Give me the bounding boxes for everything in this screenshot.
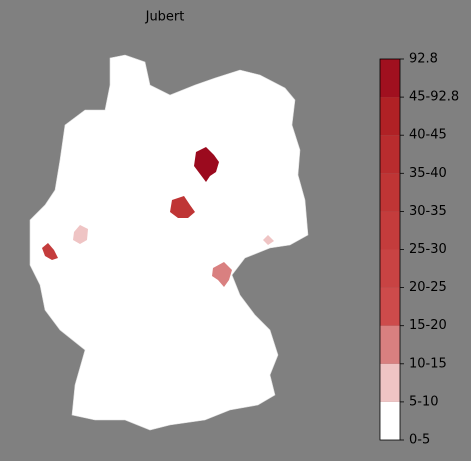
colorbar-label: 20-25 <box>409 280 447 295</box>
map-title: Jubert <box>145 10 185 25</box>
colorbar-segment <box>380 173 400 212</box>
region <box>73 225 88 244</box>
colorbar-label: 10-15 <box>409 356 447 371</box>
colorbar-segment <box>380 401 400 440</box>
colorbar-segment <box>380 211 400 250</box>
colorbar-segment <box>380 135 400 174</box>
colorbar-segment <box>380 325 400 364</box>
region <box>194 147 219 182</box>
colorbar-segment <box>380 97 400 136</box>
region <box>42 243 58 260</box>
region <box>263 235 274 245</box>
region <box>212 262 232 287</box>
country-outline <box>29 54 309 431</box>
colorbar-label: 25-30 <box>409 242 447 257</box>
colorbar-label: 45-92.8 <box>409 90 459 105</box>
colorbar-label: 15-20 <box>409 318 447 333</box>
colorbar-label: 35-40 <box>409 166 447 181</box>
region <box>170 196 195 218</box>
colorbar-label: 5-10 <box>409 394 439 409</box>
colorbar-label: 92.8 <box>409 52 438 67</box>
colorbar-segment <box>380 249 400 288</box>
colorbar-segment <box>380 59 400 98</box>
colorbar-segment <box>380 363 400 402</box>
colorbar-label: 40-45 <box>409 128 447 143</box>
colorbar-label: 0-5 <box>409 433 430 448</box>
colorbar: 0-5 5-10 10-15 15-20 20-25 25-30 30-35 35-40 40-… <box>379 52 459 448</box>
colorbar-segment <box>380 287 400 326</box>
colorbar-label: 30-35 <box>409 204 447 219</box>
